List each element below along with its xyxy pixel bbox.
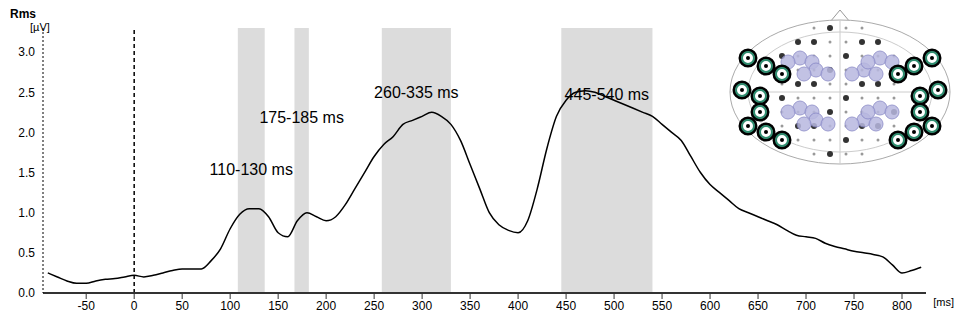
svg-text:445-540 ms: 445-540 ms bbox=[565, 86, 650, 103]
svg-text:110-130 ms: 110-130 ms bbox=[210, 161, 293, 178]
svg-text:1.5: 1.5 bbox=[18, 166, 35, 180]
svg-text:50: 50 bbox=[175, 299, 189, 313]
svg-text:3.0: 3.0 bbox=[18, 45, 35, 59]
svg-text:150: 150 bbox=[268, 299, 288, 313]
svg-text:350: 350 bbox=[460, 299, 480, 313]
svg-text:100: 100 bbox=[220, 299, 240, 313]
html-text:[µV]: [µV] bbox=[30, 21, 50, 33]
svg-text:550: 550 bbox=[652, 299, 672, 313]
svg-text:-50: -50 bbox=[78, 299, 96, 313]
svg-text:2.0: 2.0 bbox=[18, 126, 35, 140]
svg-text:700: 700 bbox=[796, 299, 816, 313]
svg-text:500: 500 bbox=[604, 299, 624, 313]
svg-text:400: 400 bbox=[508, 299, 528, 313]
svg-text:750: 750 bbox=[844, 299, 864, 313]
svg-text:175-185 ms: 175-185 ms bbox=[259, 109, 344, 126]
svg-text:2.5: 2.5 bbox=[18, 86, 35, 100]
svg-text:300: 300 bbox=[412, 299, 432, 313]
svg-text:0: 0 bbox=[131, 299, 138, 313]
svg-text:800: 800 bbox=[892, 299, 912, 313]
svg-text:450: 450 bbox=[556, 299, 576, 313]
svg-text:650: 650 bbox=[748, 299, 768, 313]
svg-text:1.0: 1.0 bbox=[18, 206, 35, 220]
svg-text:260-335 ms: 260-335 ms bbox=[374, 84, 459, 101]
html-text:Rms: Rms bbox=[10, 7, 36, 21]
svg-text:0.5: 0.5 bbox=[18, 246, 35, 260]
html-text:[ms]: [ms] bbox=[933, 296, 954, 308]
svg-text:0.0: 0.0 bbox=[18, 286, 35, 300]
svg-text:600: 600 bbox=[700, 299, 720, 313]
svg-text:200: 200 bbox=[316, 299, 336, 313]
svg-text:250: 250 bbox=[364, 299, 384, 313]
